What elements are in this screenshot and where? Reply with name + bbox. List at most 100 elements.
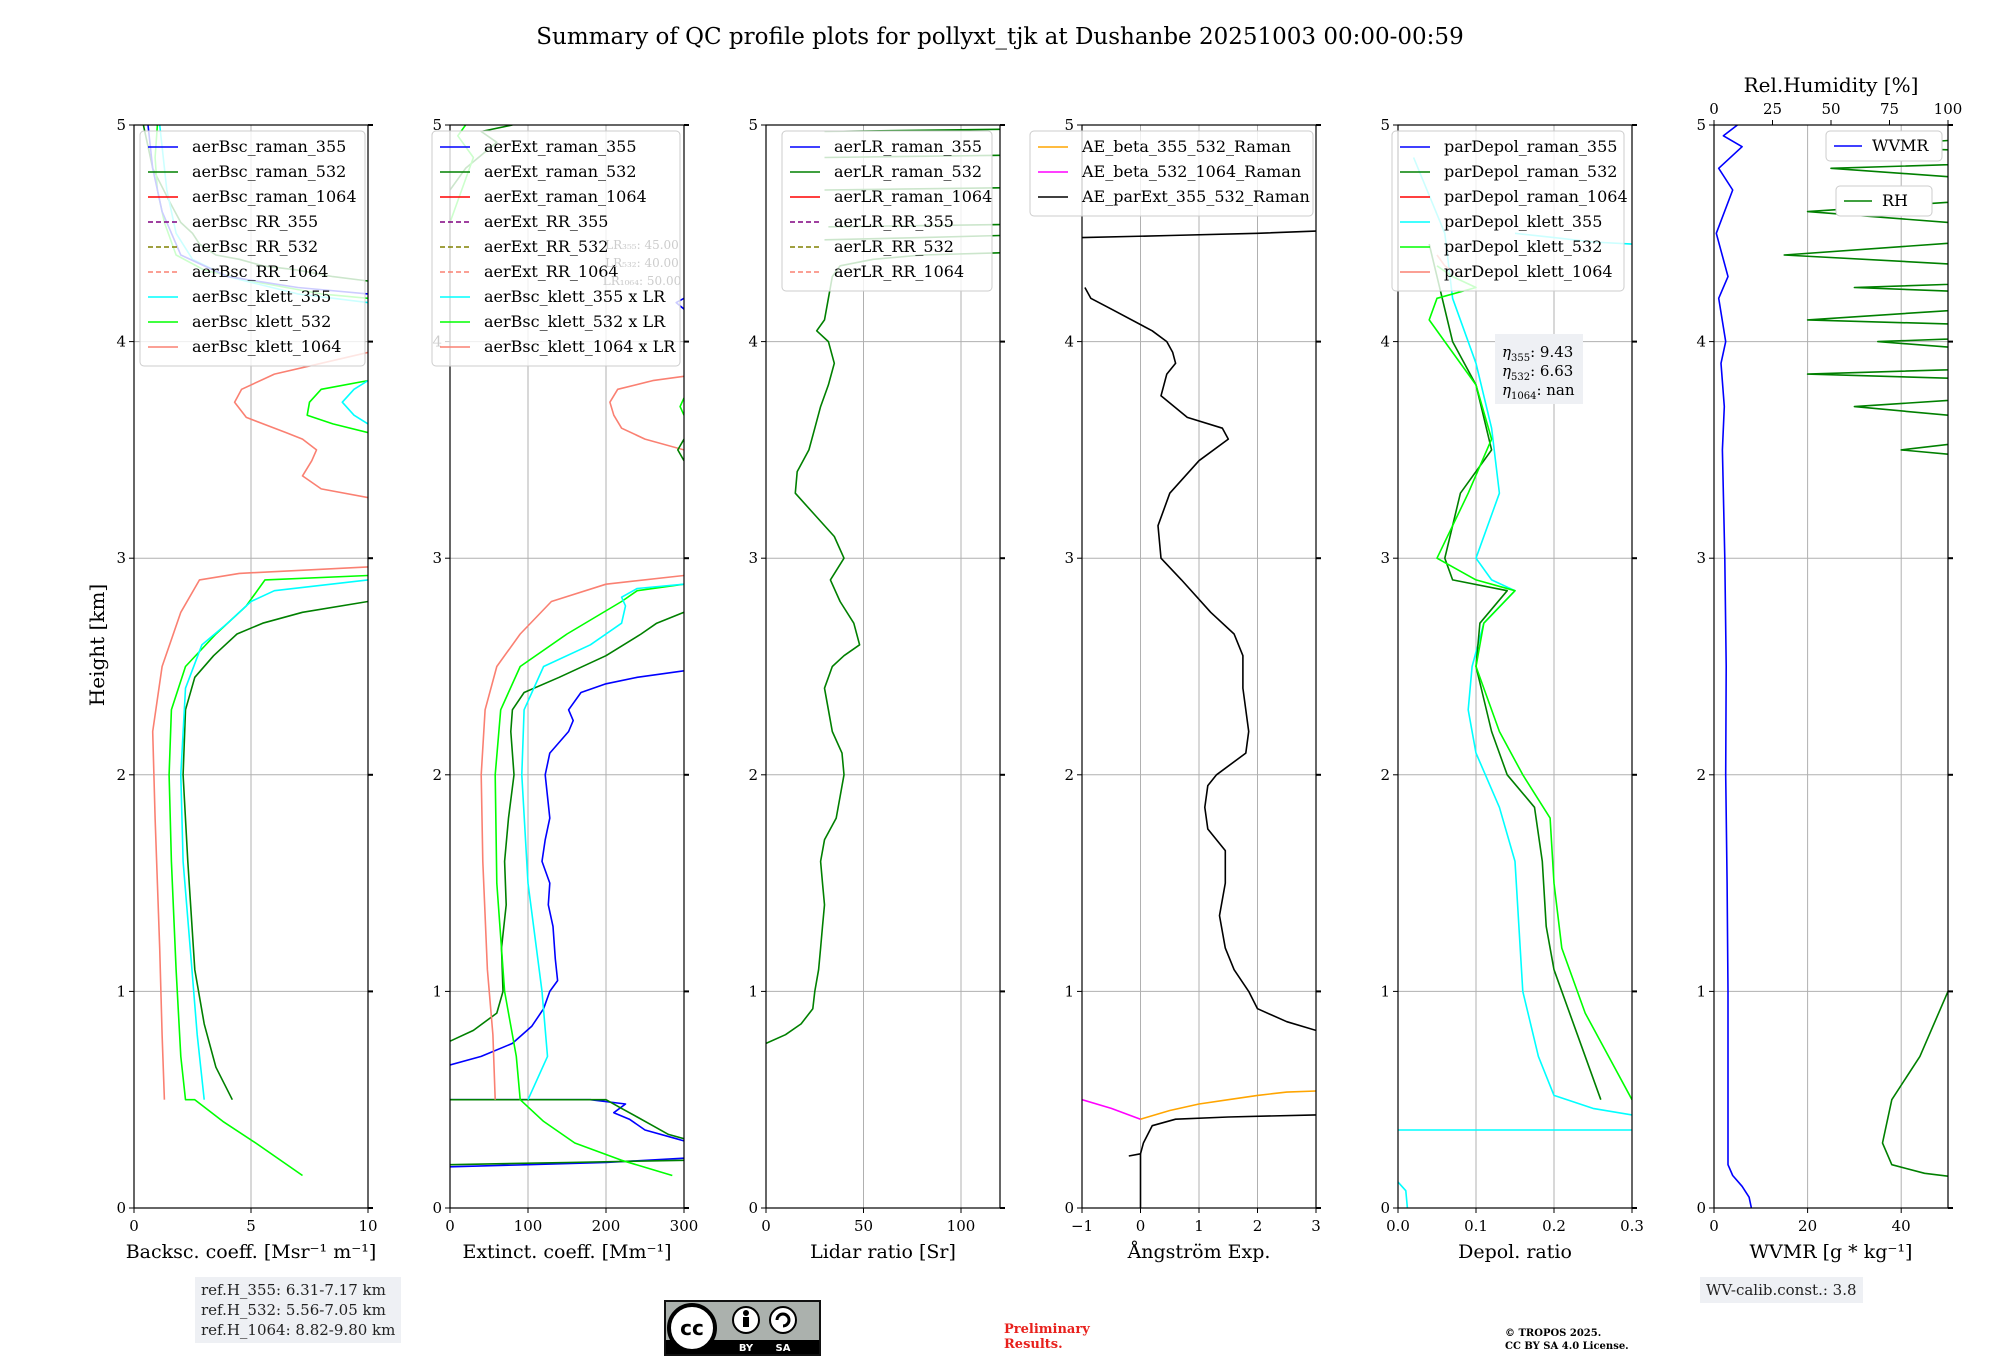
y-tick-label: 5: [432, 116, 442, 134]
legend-label: aerBsc_RR_1064: [192, 262, 328, 281]
preliminary-note: Preliminary Results.: [1004, 1322, 1090, 1352]
x-tick-label: 0: [445, 1217, 455, 1235]
y-tick-label: 2: [1696, 766, 1706, 784]
y-tick-label: 3: [432, 549, 442, 567]
legend-label: aerLR_RR_355: [834, 212, 954, 231]
eta-line: η1064: nan: [1502, 381, 1575, 402]
y-tick-label: 3: [1064, 549, 1074, 567]
legend-label: aerExt_raman_532: [484, 162, 637, 181]
legend-label: aerExt_raman_355: [484, 137, 637, 156]
legend-label: aerLR_raman_532: [834, 162, 982, 181]
series-group: [1715, 125, 1948, 1208]
x-tick-label: −1: [1071, 1217, 1093, 1235]
y-tick-label: 0: [116, 1199, 126, 1217]
legend-label: aerLR_RR_1064: [834, 262, 964, 281]
legend-label: aerBsc_klett_355: [192, 287, 331, 306]
legend: aerBsc_raman_355 aerBsc_raman_532 aerBsc_r…: [139, 130, 366, 367]
x-tick-label: 10: [358, 1217, 377, 1235]
legend-label: aerExt_RR_355: [484, 212, 608, 231]
ref-height-532: ref.H_532: 5.56-7.05 km: [201, 1301, 386, 1319]
x-tick-label: 300: [670, 1217, 699, 1235]
legend-box: [139, 130, 366, 367]
y-tick-label: 1: [748, 982, 758, 1000]
legend-label: aerBsc_raman_1064: [192, 187, 357, 206]
axes-frame: [1397, 124, 1633, 1209]
lr-value: LR₁₀₆₄: 50.00: [603, 274, 681, 288]
y-tick-label: 1: [1064, 982, 1074, 1000]
legend: aerExt_raman_355 aerExt_raman_532 aerExt_r…: [431, 130, 681, 367]
series-line-aerbsc-klett-1064-upper: [233, 351, 368, 499]
rh-legend-label: RH: [1882, 191, 1908, 210]
cc-logo-icon: [667, 1303, 717, 1353]
series-line-ae-parext-355-532-raman-main: [1084, 287, 1316, 1032]
legend-label: aerExt_RR_532: [484, 237, 608, 256]
y-tick-label: 4: [1064, 333, 1074, 351]
x-tick-label: 20: [1798, 1217, 1817, 1235]
legend-box: [1391, 130, 1625, 292]
ref-height-1064: ref.H_1064: 8.82-9.80 km: [201, 1321, 396, 1339]
legend-label: aerLR_raman_1064: [834, 187, 992, 206]
series-line-aerbsc-raman-532: [182, 600, 368, 1101]
x-tick-label: 0: [1136, 1217, 1146, 1235]
series-line-aerbsc-klett-532-x-lr: [494, 583, 684, 1177]
series-line-aerbsc-klett-1064: [151, 566, 368, 1100]
legend-label: AE_beta_355_532_Raman: [1081, 137, 1291, 156]
panel-backscatter: 0 1 2 3 4 5 0 5 10 Backsc. coeff. [Msr⁻¹ m⁻¹] aerB…: [116, 116, 377, 1263]
x-tick-label: 2: [1253, 1217, 1263, 1235]
copyright-line-2: CC BY SA 4.0 License.: [1505, 1341, 1629, 1352]
y-tick-label: 0: [748, 1199, 758, 1217]
series-line-aerbsc-klett-532-x-lr-upper: [679, 397, 684, 416]
by-label: BY: [739, 1343, 754, 1354]
y-tick-label: 5: [1696, 116, 1706, 134]
legend-label: AE_parExt_355_532_Raman: [1081, 187, 1310, 206]
legend-label: aerLR_raman_355: [834, 137, 982, 156]
x-axis-label: Extinct. coeff. [Mm⁻¹]: [462, 1241, 671, 1263]
top-axis-label: Rel.Humidity [%]: [1744, 73, 1919, 97]
legend-label: aerLR_RR_532: [834, 237, 954, 256]
y-tick-label: 1: [1380, 982, 1390, 1000]
sa-share-icon: [769, 1306, 797, 1334]
ref-height-box: ref.H_355: 6.31-7.17 km ref.H_532: 5.56-…: [195, 1277, 402, 1343]
series-line-aerbsc-klett-532: [168, 574, 368, 1177]
top-tick-label: 75: [1880, 100, 1899, 118]
x-tick-label: 200: [592, 1217, 621, 1235]
y-tick-label: 5: [1064, 116, 1074, 134]
series-line-aerbsc-klett-1064-x-lr-upper: [609, 375, 684, 451]
x-axis-label: Lidar ratio [Sr]: [810, 1241, 956, 1263]
y-tick-label: 3: [748, 549, 758, 567]
series-line-ae-beta-355-532-raman: [1140, 1090, 1316, 1120]
x-tick-label: 100: [947, 1217, 976, 1235]
series-line-ae-parext-355-532-raman: [1128, 1114, 1316, 1157]
y-tick-label: 4: [1696, 333, 1706, 351]
series-line-pardepol-klett-532: [1428, 265, 1632, 1101]
y-tick-label: 1: [1696, 982, 1706, 1000]
legend-label: aerBsc_RR_532: [192, 237, 318, 256]
x-tick-label: 5: [246, 1217, 256, 1235]
cc-badge-graphic: cc BY SA: [666, 1302, 819, 1354]
eta-line: η532: 6.63: [1502, 362, 1573, 383]
x-tick-label: 100: [514, 1217, 543, 1235]
series-line-aerbsc-klett-355-x-lr: [521, 583, 684, 1101]
series-line-aerext-raman-355: [450, 670, 684, 1066]
series-group: [1082, 230, 1316, 1208]
lr-value: LR₅₃₂: 40.00: [605, 256, 679, 270]
x-tick-label: 0: [761, 1217, 771, 1235]
series-group: [1398, 157, 1632, 1208]
axes-frame: [765, 124, 1001, 1209]
series-line-aerext-raman-532: [450, 611, 684, 1042]
series-line-aerext-raman-532-upper: [677, 438, 684, 462]
panel-extinction: 0123450100200300Extinct. coeff. [Mm⁻¹]ae…: [431, 116, 699, 1263]
legend: parDepol_raman_355 parDepol_raman_532 parD…: [1391, 130, 1628, 292]
y-tick-label: 4: [748, 333, 758, 351]
x-axis-label: Ångström Exp.: [1127, 1241, 1271, 1263]
y-tick-label: 2: [116, 766, 126, 784]
axes-frame: [449, 124, 685, 1209]
y-tick-label: 3: [1380, 549, 1390, 567]
legend-label: AE_beta_532_1064_Raman: [1081, 162, 1301, 181]
y-tick-label: 2: [432, 766, 442, 784]
copyright-line-1: © TROPOS 2025.: [1505, 1328, 1602, 1339]
eta-line: η355: 9.43: [1502, 343, 1573, 364]
y-tick-label: 5: [1380, 116, 1390, 134]
